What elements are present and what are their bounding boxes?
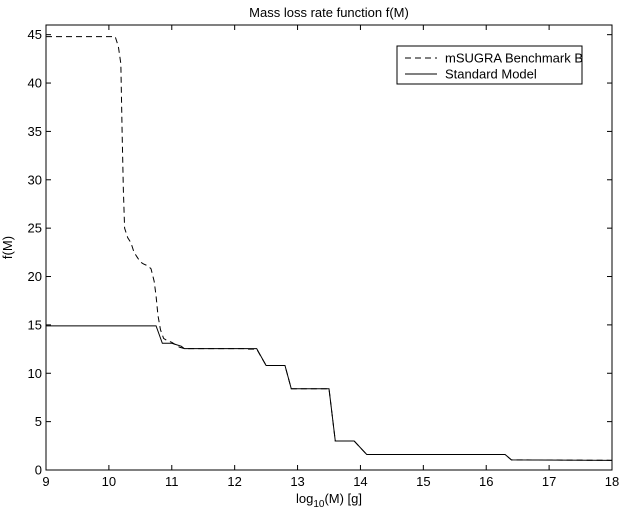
y-tick-label: 20 (28, 269, 42, 284)
x-tick-label: 16 (479, 474, 493, 489)
series-line-0 (46, 36, 613, 461)
y-tick-label: 15 (28, 317, 42, 332)
y-axis-label: f(M) (0, 236, 15, 259)
x-axis-label: log10(M) [g] (296, 491, 362, 510)
legend-entry: mSUGRA Benchmark B (445, 51, 583, 66)
series-line-1 (46, 325, 613, 461)
chart-title: Mass loss rate function f(M) (249, 5, 409, 20)
x-tick-label: 12 (227, 474, 241, 489)
x-tick-label: 18 (605, 474, 619, 489)
x-tick-label: 11 (165, 474, 179, 489)
x-tick-label: 13 (290, 474, 304, 489)
series-layer (46, 36, 613, 461)
x-axis: 9 10 11 12 13 14 15 16 17 18 (42, 25, 619, 489)
y-tick-label: 30 (28, 172, 42, 187)
y-axis: 0 5 10 15 20 25 30 35 40 45 (28, 27, 612, 478)
x-tick-label: 14 (353, 474, 367, 489)
y-tick-label: 45 (28, 27, 42, 42)
y-tick-label: 5 (35, 414, 42, 429)
x-axis-label-prefix: log (296, 491, 313, 506)
y-tick-label: 25 (28, 221, 42, 236)
y-tick-label: 35 (28, 124, 42, 139)
x-tick-label: 9 (42, 474, 49, 489)
plot-frame (45, 24, 613, 471)
legend-entry: Standard Model (445, 67, 537, 82)
x-tick-label: 17 (542, 474, 556, 489)
y-tick-label: 10 (28, 366, 42, 381)
x-axis-label-subscript: 10 (313, 499, 325, 510)
legend-box (396, 45, 583, 85)
y-tick-label: 0 (35, 463, 42, 478)
x-axis-label-suffix: (M) [g] (324, 491, 362, 506)
x-tick-label: 15 (416, 474, 430, 489)
y-tick-label: 40 (28, 76, 42, 91)
x-tick-label: 10 (102, 474, 116, 489)
